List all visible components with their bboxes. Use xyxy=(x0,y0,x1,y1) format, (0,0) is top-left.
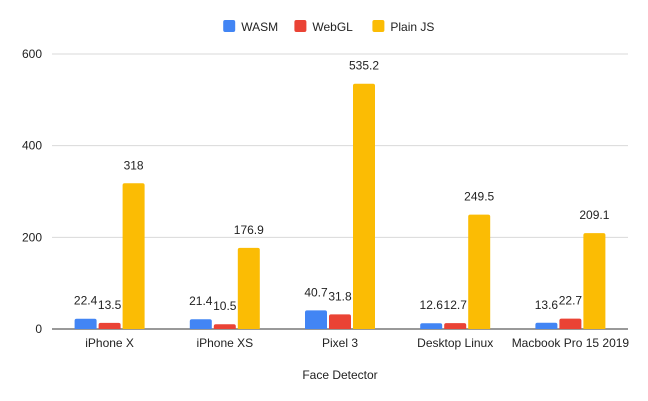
legend: WASM WebGL Plain JS xyxy=(223,20,434,34)
y-axis-ticks: 0 200 400 600 xyxy=(22,47,42,336)
legend-label: WASM xyxy=(241,20,278,34)
y-tick-label: 200 xyxy=(22,230,42,244)
data-label: 535.2 xyxy=(349,59,379,73)
bar-plain-js xyxy=(122,183,145,329)
y-tick-label: 0 xyxy=(35,322,42,336)
y-tick-label: 400 xyxy=(22,139,42,153)
data-label: 12.7 xyxy=(444,298,468,312)
x-axis-categories: iPhone X iPhone XS Pixel 3 Desktop Linux Mac… xyxy=(85,336,629,350)
legend-swatch xyxy=(223,20,236,32)
data-label: 31.8 xyxy=(328,289,352,303)
bar-plain-js xyxy=(468,214,491,329)
bar-webgl xyxy=(444,323,467,329)
x-axis-title: Face Detector xyxy=(302,368,377,382)
bar-webgl xyxy=(329,314,351,329)
bar-wasm xyxy=(74,318,97,329)
category-label: Macbook Pro 15 2019 xyxy=(512,336,630,350)
bar-plain-js xyxy=(237,247,260,329)
data-label: 13.6 xyxy=(535,298,559,312)
data-label: 176.9 xyxy=(234,223,264,237)
data-label: 10.5 xyxy=(213,299,237,313)
data-label: 209.1 xyxy=(579,208,609,222)
legend-label: Plain JS xyxy=(390,20,434,34)
bar-webgl xyxy=(559,318,582,329)
data-label: 21.4 xyxy=(189,294,213,308)
category-label: iPhone XS xyxy=(196,336,253,350)
bar-webgl xyxy=(213,324,236,329)
bar-wasm xyxy=(305,310,327,329)
legend-label: WebGL xyxy=(312,20,353,34)
category-label: Pixel 3 xyxy=(322,336,358,350)
bars xyxy=(74,83,606,329)
data-label: 318 xyxy=(124,158,144,172)
category-label: iPhone X xyxy=(85,336,134,350)
category-label: Desktop Linux xyxy=(417,336,493,350)
data-label: 22.4 xyxy=(74,294,98,308)
bar-wasm xyxy=(189,319,212,329)
y-tick-label: 600 xyxy=(22,47,42,61)
data-label: 22.7 xyxy=(559,294,583,308)
bar-plain-js xyxy=(583,233,606,329)
data-labels: 22.4 13.5 318 21.4 10.5 176.9 40.7 31.8 535.2 12.… xyxy=(74,59,610,313)
data-label: 13.5 xyxy=(98,298,122,312)
legend-swatch xyxy=(294,20,307,32)
bar-wasm xyxy=(535,322,558,329)
bar-wasm xyxy=(420,323,443,329)
data-label: 40.7 xyxy=(304,285,328,299)
data-label: 12.6 xyxy=(420,298,444,312)
bar-plain-js xyxy=(353,83,375,329)
bar-webgl xyxy=(98,322,121,329)
legend-swatch xyxy=(372,20,385,32)
data-label: 249.5 xyxy=(464,190,494,204)
